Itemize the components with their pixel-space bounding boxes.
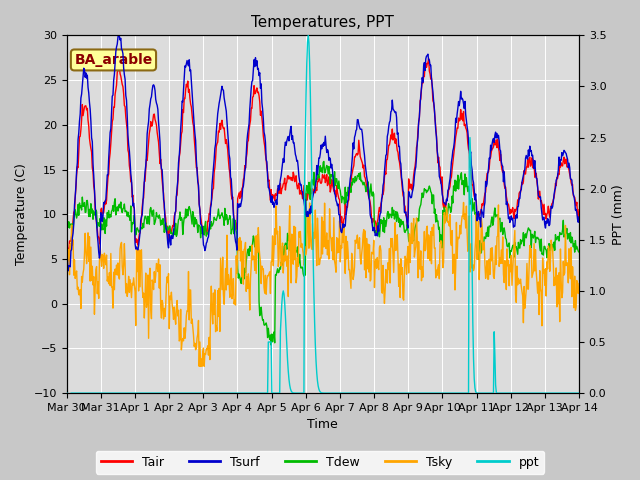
Y-axis label: PPT (mm): PPT (mm) [612, 184, 625, 245]
Text: BA_arable: BA_arable [74, 53, 152, 67]
Legend: Tair, Tsurf, Tdew, Tsky, ppt: Tair, Tsurf, Tdew, Tsky, ppt [96, 451, 544, 474]
X-axis label: Time: Time [307, 419, 338, 432]
Title: Temperatures, PPT: Temperatures, PPT [252, 15, 394, 30]
Y-axis label: Temperature (C): Temperature (C) [15, 163, 28, 265]
